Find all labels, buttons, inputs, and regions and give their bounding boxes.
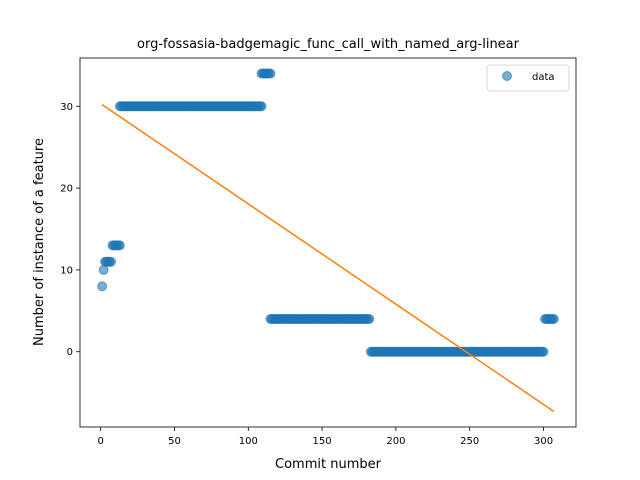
fit-line bbox=[101, 104, 555, 413]
data-point bbox=[364, 314, 375, 324]
legend: data bbox=[486, 64, 570, 92]
x-tick-label: 200 bbox=[386, 436, 405, 447]
x-tick-label: 0 bbox=[97, 436, 103, 447]
data-point bbox=[548, 314, 559, 324]
y-axis-label: Number of instance of a feature bbox=[32, 138, 47, 346]
scatter-series-data bbox=[97, 68, 559, 357]
data-point bbox=[114, 240, 125, 251]
legend-label-data: data bbox=[532, 72, 555, 83]
x-tick-label: 50 bbox=[168, 436, 181, 447]
y-tick-label: 10 bbox=[60, 265, 73, 276]
data-point bbox=[97, 281, 108, 292]
data-point bbox=[98, 264, 109, 275]
data-point bbox=[538, 346, 549, 357]
data-point bbox=[256, 101, 267, 112]
plot-area bbox=[97, 68, 559, 413]
y-tick-label: 30 bbox=[60, 102, 73, 113]
y-axis: 0 10 20 30 bbox=[60, 102, 80, 358]
chart-title: org-fossasia-badgemagic_func_call_with_n… bbox=[137, 37, 520, 52]
plot-frame bbox=[79, 57, 577, 428]
x-axis: 0 50 100 150 200 250 300 bbox=[97, 427, 553, 447]
data-point bbox=[265, 68, 276, 79]
y-tick-label: 0 bbox=[67, 347, 73, 358]
y-tick-label: 20 bbox=[60, 184, 73, 195]
legend-box bbox=[486, 64, 570, 92]
x-tick-label: 300 bbox=[534, 436, 553, 447]
x-tick-label: 100 bbox=[239, 436, 258, 447]
x-tick-label: 150 bbox=[313, 436, 332, 447]
x-tick-label: 250 bbox=[460, 436, 479, 447]
data-point bbox=[106, 256, 116, 267]
legend-marker-data bbox=[502, 71, 512, 81]
x-axis-label: Commit number bbox=[275, 457, 382, 472]
